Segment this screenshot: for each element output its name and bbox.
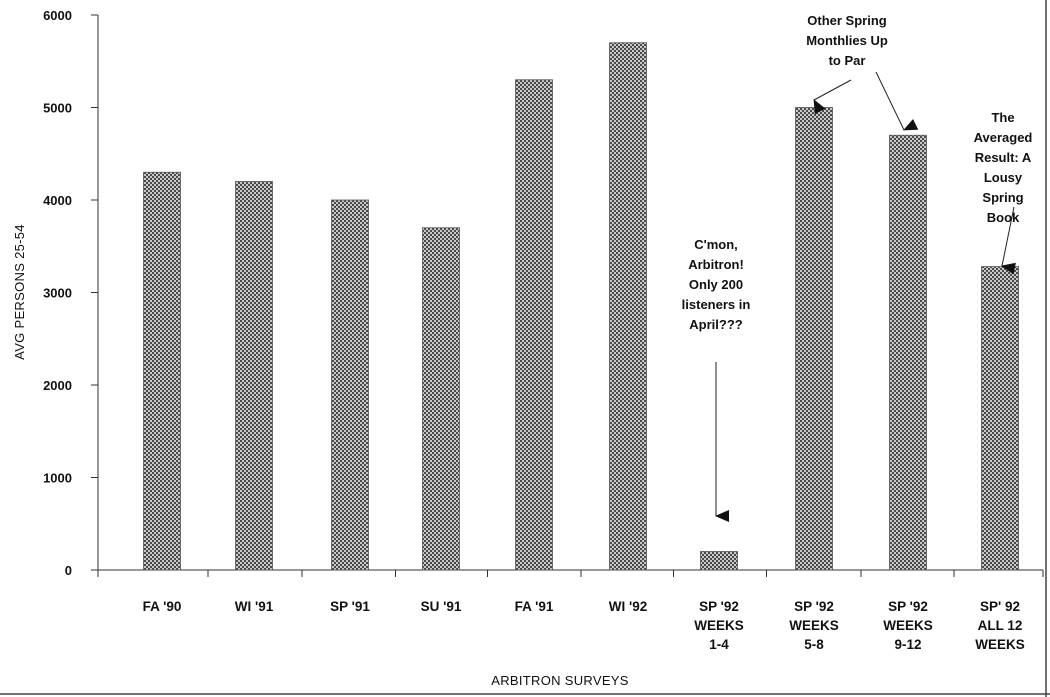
bar — [889, 134, 927, 571]
annotation-arrow — [875, 71, 919, 131]
bar — [143, 171, 181, 571]
bar — [700, 551, 738, 571]
y-tick-label: 2000 — [43, 378, 72, 393]
annotation-text: The Averaged Result: A Lousy Spring Book — [974, 110, 1033, 225]
annotation-text: C'mon, Arbitron! Only 200 listeners in April… — [682, 237, 751, 332]
x-category-label: WI '91 — [235, 599, 274, 614]
x-category-label: FA '91 — [515, 599, 554, 614]
bars — [143, 42, 1019, 571]
x-category-label: FA '90 — [143, 599, 182, 614]
x-category-label: SP '92 WEEKS 5-8 — [789, 599, 839, 652]
x-category-label: SP '92 WEEKS 1-4 — [694, 599, 744, 652]
x-category-label: WI '92 — [609, 599, 647, 614]
y-tick-label: 1000 — [43, 471, 72, 486]
bar — [981, 266, 1019, 571]
bar — [331, 199, 369, 571]
x-category-label: SU '91 — [421, 599, 462, 614]
y-tick-label: 5000 — [43, 101, 72, 116]
x-category-label: SP '91 — [330, 599, 370, 614]
annotation-text: Other Spring Monthlies Up to Par — [806, 13, 888, 68]
labels: 0 1000 2000 3000 4000 5000 6000 FA '90 WI '91 SP … — [12, 8, 1025, 688]
annotations: C'mon, Arbitron! Only 200 listeners in April… — [682, 13, 1033, 522]
x-category-label: SP' 92 ALL 12 WEEKS — [975, 599, 1025, 652]
bar — [515, 79, 553, 571]
bar — [235, 181, 273, 571]
y-tick-label: 3000 — [43, 286, 72, 301]
bar — [609, 42, 647, 571]
bar — [422, 227, 460, 571]
y-tick-label: 6000 — [43, 8, 72, 23]
annotation-arrow — [813, 79, 852, 115]
y-tick-label: 0 — [65, 563, 72, 578]
annotation-arrow — [1001, 206, 1016, 275]
bar — [795, 107, 833, 571]
x-category-label: SP '92 WEEKS 9-12 — [883, 599, 933, 652]
x-axis-title: ARBITRON SURVEYS — [491, 673, 629, 688]
y-tick-label: 4000 — [43, 193, 72, 208]
y-axis-title: AVG PERSONS 25-54 — [12, 224, 27, 360]
